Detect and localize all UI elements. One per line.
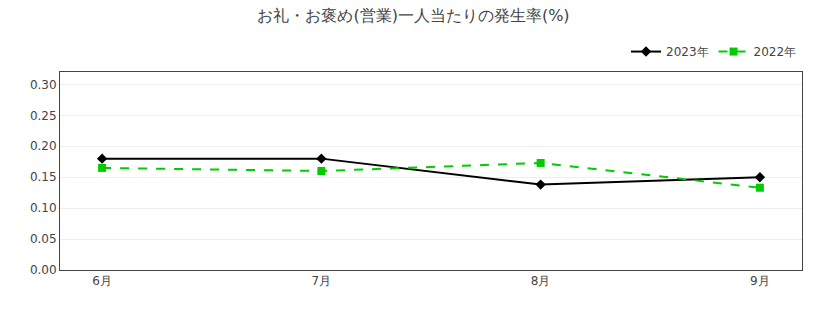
svg-text:0.30: 0.30 bbox=[30, 78, 57, 92]
svg-text:2023年: 2023年 bbox=[666, 45, 709, 59]
svg-text:2022年: 2022年 bbox=[754, 45, 797, 59]
svg-text:0.05: 0.05 bbox=[30, 232, 57, 246]
svg-text:0.15: 0.15 bbox=[30, 170, 57, 184]
svg-text:7月: 7月 bbox=[312, 274, 332, 288]
svg-text:0.20: 0.20 bbox=[30, 139, 57, 153]
svg-text:8月: 8月 bbox=[531, 274, 551, 288]
svg-text:0.10: 0.10 bbox=[30, 201, 57, 215]
svg-text:0.25: 0.25 bbox=[30, 109, 57, 123]
svg-text:0.00: 0.00 bbox=[30, 263, 57, 277]
svg-text:お礼・お褒め(営業)一人当たりの発生率(%): お礼・お褒め(営業)一人当たりの発生率(%) bbox=[257, 6, 569, 25]
svg-text:9月: 9月 bbox=[750, 274, 770, 288]
svg-text:6月: 6月 bbox=[92, 274, 112, 288]
